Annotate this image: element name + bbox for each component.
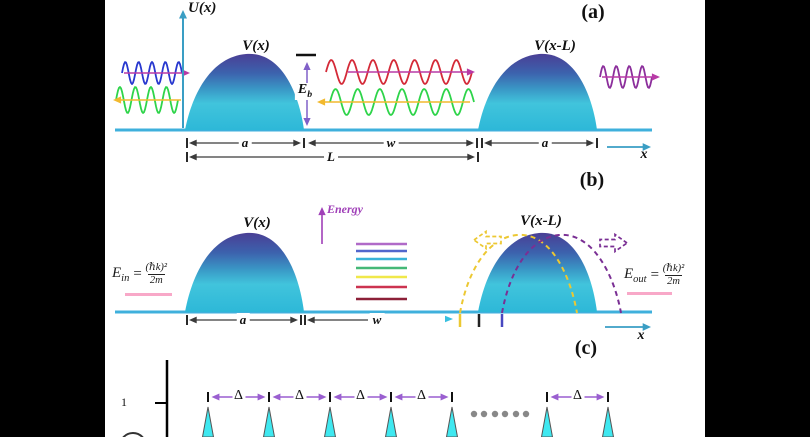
delta-peak-5 <box>540 406 554 437</box>
middle-wave-green-left <box>329 88 475 116</box>
barrier-vx-panel-b <box>185 232 304 312</box>
e-out-formula: Eout = (ℏk)² 2m <box>624 263 684 288</box>
e-in-underline <box>125 293 172 296</box>
e-out-fraction: (ℏk)² 2m <box>662 263 685 288</box>
delta-peak-1 <box>262 406 276 437</box>
x-axis-label-a: x <box>640 147 648 162</box>
barrier-vxl-panel-a <box>478 53 597 130</box>
energy-axis-arrow-head <box>318 207 326 216</box>
barrier2-label-b: V(x-L) <box>520 213 562 229</box>
e-in-equals: = <box>132 266 143 283</box>
x-axis-arrow-b-head <box>642 323 651 331</box>
panel-a-label: (a) <box>581 1 605 23</box>
delta-peak-4 <box>445 406 459 437</box>
e-out-underline <box>627 292 672 295</box>
panel-c-y-tick-label: 1 <box>121 395 127 409</box>
shift-right-block-arrow <box>599 232 629 254</box>
dim-w-label-a: w <box>383 136 399 149</box>
barrier1-label-b: V(x) <box>243 215 271 231</box>
reflected-wave-green-left-arrow-head <box>113 96 122 104</box>
barrier-height-label: Eb <box>294 83 316 100</box>
u-axis-head <box>179 10 187 19</box>
dimension-ticks-panel-a <box>186 138 598 162</box>
ellipsis-dot-2 <box>491 410 499 418</box>
delta-spacing-arrow-1-head <box>272 393 281 401</box>
delta-peak-3 <box>384 406 398 437</box>
dim-a1-label-a: a <box>238 136 252 149</box>
e-out-symbol: Eout <box>624 266 647 286</box>
middle-wave-red-right-arrow-head <box>466 68 475 76</box>
panel-c-label: (c) <box>574 337 598 359</box>
barrier-vx-panel-a <box>185 53 304 130</box>
ellipsis-dot-3 <box>501 410 509 418</box>
x-axis-arrow-a-head <box>642 143 651 151</box>
panel-b-label: (b) <box>579 169 605 191</box>
dim-L-arrow-a-head <box>467 153 475 161</box>
delta-spacing-label-1: Δ <box>292 388 307 403</box>
shifted-barrier-dashed-yellow <box>459 233 578 314</box>
dim-w-arrow-a-head <box>308 139 316 147</box>
wavepacket-gradient-arrowhead <box>445 315 453 323</box>
dim-a2-arrow-a-head <box>484 139 492 147</box>
dim-a1-arrow-a-head <box>293 139 301 147</box>
delta-spacing-arrow-0-head <box>257 393 266 401</box>
dim-w-label-b: w <box>369 313 385 326</box>
barrier-vxl-panel-b <box>478 232 597 312</box>
dim-a1-arrow-a-head <box>189 139 197 147</box>
delta-spacing-arrow-2-head <box>333 393 342 401</box>
shifted-barrier-dashed-purple <box>501 233 622 314</box>
delta-spacing-label-4: Δ <box>570 388 585 403</box>
e-in-symbol: Ein <box>112 265 130 285</box>
delta-spacing-arrow-1-head <box>318 393 327 401</box>
generated-graphics <box>113 10 660 437</box>
ellipsis-dot-0 <box>470 410 478 418</box>
delta-spacing-arrow-4-head <box>550 393 559 401</box>
eb-double-arrow-head <box>303 118 311 126</box>
dim-w-arrow-b-head <box>307 316 315 324</box>
dim-L-arrow-a-head <box>189 153 197 161</box>
delta-spacing-arrow-3-head <box>440 393 449 401</box>
dim-a2-arrow-a-head <box>586 139 594 147</box>
eb-double-arrow-head <box>303 62 311 70</box>
dim-a-label-b: a <box>236 313 250 326</box>
delta-spacing-label-0: Δ <box>231 388 246 403</box>
x-axis-label-b: x <box>637 328 645 343</box>
partial-circle-annotation <box>122 432 144 437</box>
e-in-formula: Ein = (ℏk)² 2m <box>112 262 167 287</box>
delta-peak-0 <box>201 406 215 437</box>
e-in-fraction: (ℏk)² 2m <box>145 262 168 287</box>
delta-spacing-label-2: Δ <box>353 388 368 403</box>
delta-peak-2 <box>323 406 337 437</box>
shift-left-block-arrow <box>472 229 502 251</box>
transmitted-wave-purple-arrow-head <box>651 73 660 81</box>
dim-a-arrow-b-head <box>290 316 298 324</box>
e-out-equals: = <box>649 267 660 284</box>
ellipsis-dot-1 <box>480 410 488 418</box>
delta-spacing-arrow-0-head <box>211 393 220 401</box>
delta-peak-6 <box>601 406 615 437</box>
dim-a-arrow-b-head <box>189 316 197 324</box>
incident-wave-blue <box>121 61 183 85</box>
barrier2-label-a: V(x-L) <box>534 38 576 54</box>
ellipsis-dot-5 <box>522 410 530 418</box>
energy-axis-label: Energy <box>327 202 363 216</box>
middle-wave-green-left-arrow-head <box>317 98 326 106</box>
barrier1-label-a: V(x) <box>242 38 270 54</box>
dim-a2-label-a: a <box>538 136 552 149</box>
ellipsis-dot-4 <box>512 410 520 418</box>
delta-spacing-arrow-3-head <box>394 393 403 401</box>
dim-L-label-a: L <box>324 150 338 163</box>
dim-w-arrow-a-head <box>466 139 474 147</box>
delta-spacing-label-3: Δ <box>414 388 429 403</box>
dimension-ticks-panel-b <box>186 315 306 325</box>
potential-axis-label: U(x) <box>188 0 217 16</box>
delta-spacing-arrow-2-head <box>379 393 388 401</box>
delta-spacing-arrow-4-head <box>596 393 605 401</box>
